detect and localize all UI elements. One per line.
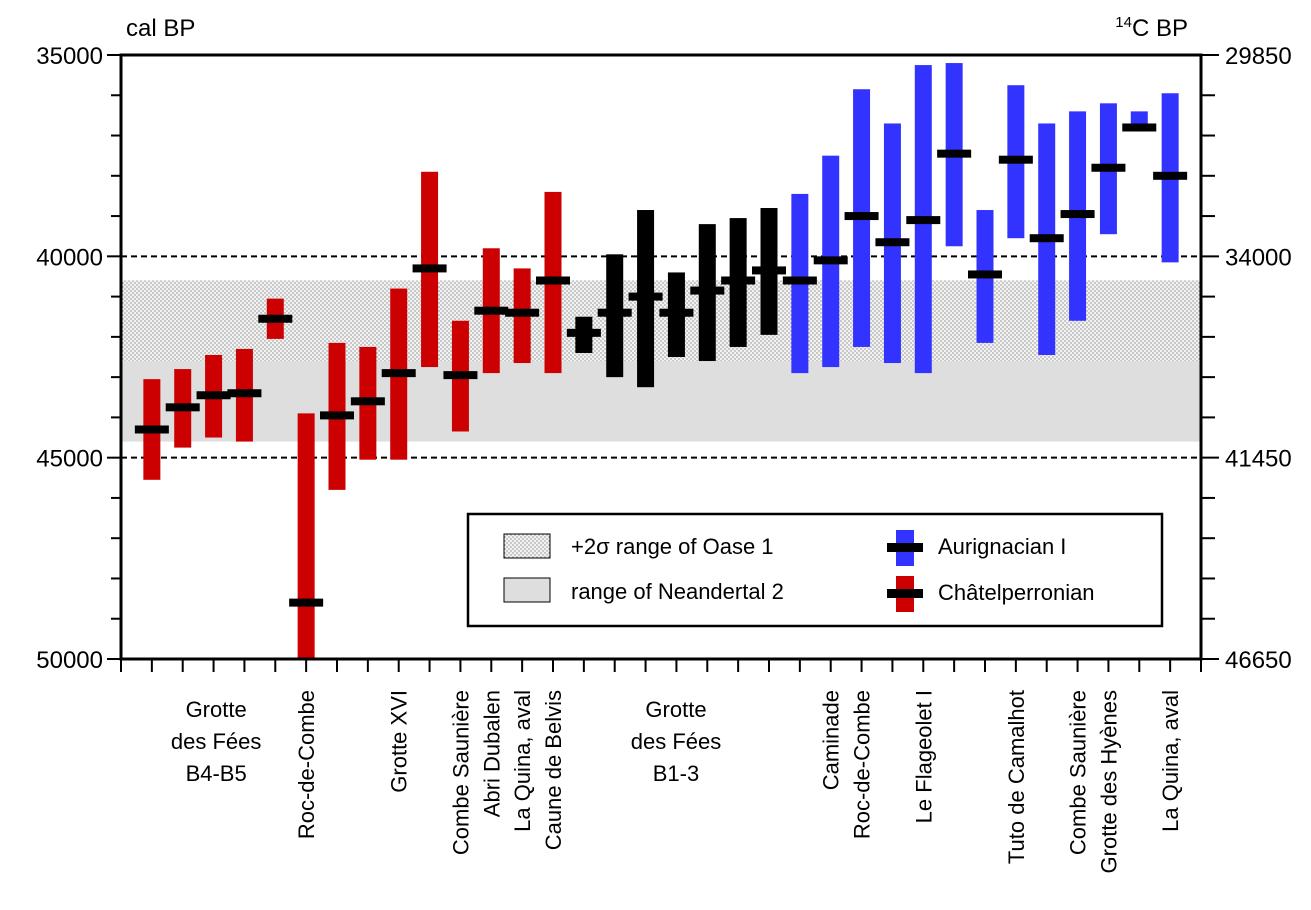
median-mark — [690, 286, 725, 295]
legend-swatch-neandertal — [503, 577, 551, 603]
median-mark — [412, 264, 447, 273]
median-mark — [1060, 210, 1095, 219]
plot-frame — [119, 53, 1203, 661]
median-mark — [721, 276, 756, 285]
median-mark — [566, 328, 601, 337]
band-neandertal — [121, 361, 1201, 442]
site-label: Grotte XVI — [387, 690, 412, 793]
median-mark — [1153, 171, 1188, 180]
site-labels: Grotte des Fées B4-B5 Roc-de-Combe Grotte XV… — [171, 690, 1183, 873]
legend-label-aurignacian: Aurignacian I — [938, 534, 1066, 559]
median-mark — [998, 155, 1033, 164]
median-mark — [227, 389, 262, 398]
site-label: Le Flageolet I — [911, 690, 936, 823]
site-label: Tuto de Camalhot — [1004, 690, 1029, 864]
site-label: Grotte des Hyènes — [1096, 690, 1121, 873]
legend-swatch-oase — [503, 533, 551, 559]
left-axis-ticks: 35000 40000 45000 50000 — [36, 43, 121, 674]
legend-swatch-chatelperronian-mid — [887, 589, 923, 598]
median-mark — [1029, 234, 1064, 243]
median-mark — [937, 149, 972, 158]
median-mark — [505, 308, 540, 317]
median-mark — [906, 216, 941, 225]
bottom-axis-ticks — [120, 659, 1202, 672]
site-label-line: Grotte — [645, 697, 706, 722]
right-tick-label: 34000 — [1225, 244, 1292, 271]
median-mark — [258, 314, 293, 323]
median-mark — [196, 391, 231, 400]
legend-swatch-aurignacian-mid — [887, 543, 923, 552]
legend-label-chatelperronian: Châtelperronian — [938, 580, 1095, 605]
left-axis-title: cal BP — [126, 15, 195, 42]
site-label-line: B1-3 — [653, 761, 699, 786]
site-label: Combe Saunière — [448, 690, 473, 855]
site-label: Combe Saunière — [1066, 690, 1091, 855]
median-mark — [289, 598, 324, 607]
legend-box — [466, 512, 1164, 628]
site-label: La Quina, aval — [510, 690, 535, 832]
median-mark — [659, 308, 694, 317]
site-label-line: B4-B5 — [186, 761, 247, 786]
right-tick-label: 46650 — [1225, 647, 1292, 674]
median-mark — [782, 276, 817, 285]
median-mark — [443, 371, 478, 380]
median-mark — [536, 276, 570, 285]
range-bar — [297, 413, 315, 659]
site-label: Caune de Belvis — [541, 690, 566, 850]
left-tick-label: 50000 — [36, 647, 103, 674]
median-mark — [628, 292, 663, 301]
right-axis-ticks: 29850 34000 41450 46650 — [1201, 43, 1292, 674]
median-mark — [844, 212, 879, 221]
median-mark — [597, 308, 632, 317]
median-mark — [875, 238, 910, 247]
left-tick-label: 45000 — [36, 446, 103, 473]
site-label: Abri Dubalen — [479, 690, 504, 817]
data-bars — [134, 63, 1188, 659]
legend: +2σ range of Oase 1 range of Neandertal … — [466, 512, 1164, 628]
right-axis-title-main: C BP — [1132, 15, 1188, 42]
median-mark — [474, 306, 509, 315]
right-tick-label: 29850 — [1225, 43, 1292, 70]
median-mark — [134, 425, 169, 434]
right-axis-title: 14C BP — [1115, 14, 1188, 42]
right-tick-label: 41450 — [1225, 446, 1292, 473]
median-mark — [813, 256, 848, 265]
median-mark — [1122, 123, 1157, 132]
median-mark — [350, 397, 385, 406]
median-mark — [381, 369, 416, 378]
median-mark — [968, 270, 1002, 279]
median-mark — [165, 403, 200, 412]
site-label: Roc-de-Combe — [294, 690, 319, 839]
site-label-line: des Fées — [631, 729, 722, 754]
median-mark — [320, 411, 354, 420]
site-label-line: des Fées — [171, 729, 262, 754]
site-label: La Quina, aval — [1158, 690, 1183, 832]
left-tick-label: 40000 — [36, 244, 103, 271]
legend-label-neandertal: range of Neandertal 2 — [571, 579, 784, 604]
left-tick-label: 35000 — [36, 43, 103, 70]
right-axis-title-superscript: 14 — [1115, 14, 1132, 31]
site-label: Roc-de-Combe — [850, 690, 875, 839]
median-mark — [1091, 163, 1126, 172]
site-label-line: Grotte — [186, 697, 247, 722]
site-label: Caminade — [819, 690, 844, 790]
legend-label-oase: +2σ range of Oase 1 — [571, 534, 774, 559]
median-mark — [752, 266, 786, 275]
